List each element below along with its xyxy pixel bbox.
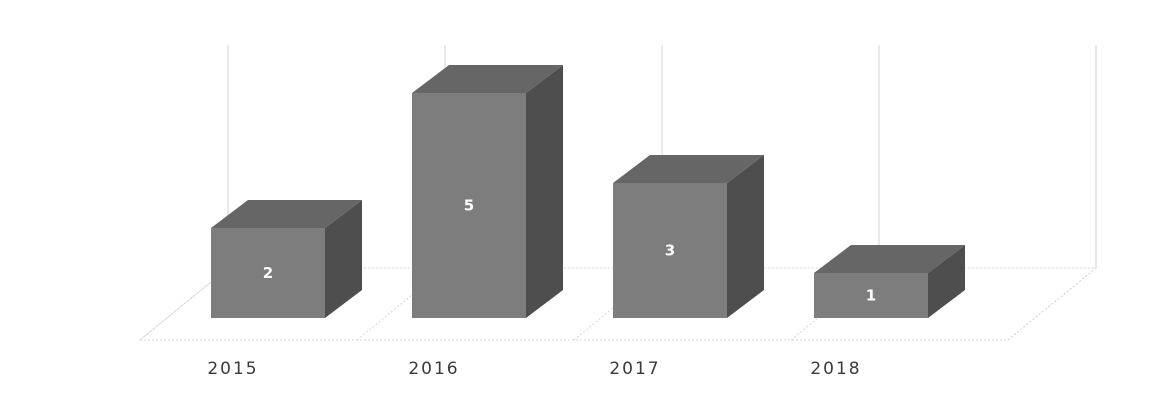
bar-value-label: 3	[665, 242, 675, 260]
bar-front-face	[814, 273, 928, 318]
bar-2015: 2	[211, 200, 362, 318]
bar-2017: 3	[613, 155, 764, 318]
category-label: 2017	[609, 359, 660, 379]
bar-value-label: 1	[866, 287, 876, 305]
bar-value-label: 2	[263, 264, 273, 282]
bar-front-face	[412, 93, 526, 318]
bar-top-face	[211, 200, 362, 228]
bar-value-label: 5	[464, 197, 474, 215]
bar-side-face	[325, 200, 362, 318]
bar-top-face	[814, 245, 965, 273]
bar-front-face	[613, 183, 727, 318]
bar-top-face	[613, 155, 764, 183]
bar-top-face	[412, 65, 563, 93]
floor-divider-line	[356, 267, 446, 341]
bar-front-face	[211, 228, 325, 318]
bars-layer: 2 5 3 1	[211, 65, 965, 318]
bar-side-face	[727, 155, 764, 318]
floor-divider-line	[1007, 267, 1097, 341]
bar-2018: 1	[814, 245, 965, 318]
bar-side-face	[928, 245, 965, 318]
labels-layer: 2015 2016 2017 2018	[207, 359, 861, 379]
bar-2016: 5	[412, 65, 563, 318]
floor-divider-line	[139, 267, 229, 341]
category-label: 2015	[207, 359, 258, 379]
category-label: 2016	[408, 359, 459, 379]
bar-side-face	[526, 65, 563, 318]
category-label: 2018	[810, 359, 861, 379]
